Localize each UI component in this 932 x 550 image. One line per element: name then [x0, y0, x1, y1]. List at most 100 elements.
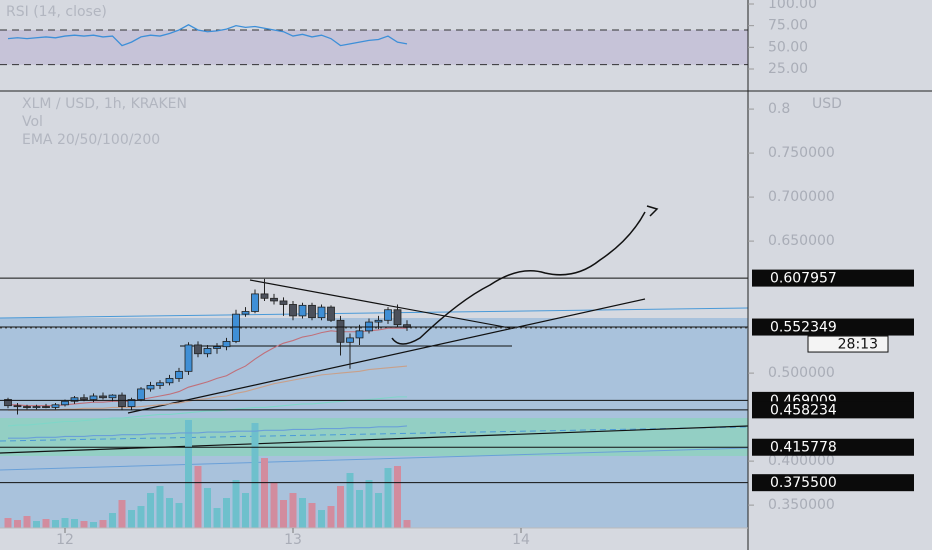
volume-bar — [403, 520, 411, 528]
rsi-tick-label: 50.00 — [768, 39, 808, 55]
y-tick-label: 0.400000 — [768, 453, 835, 469]
trend-line — [127, 298, 646, 414]
volume-bar — [175, 503, 183, 528]
candle-body — [213, 346, 221, 349]
volume-bar — [337, 486, 344, 528]
volume-bar — [33, 521, 40, 528]
rsi-title: RSI (14, close) — [6, 4, 107, 20]
candle-body — [23, 406, 31, 408]
volume-bar — [128, 510, 135, 528]
candle-body — [184, 344, 193, 372]
candle-body — [289, 304, 297, 317]
volume-bar — [223, 498, 230, 528]
volume-bar — [251, 423, 259, 528]
ema-line — [7, 396, 407, 427]
currency: USD — [812, 96, 842, 112]
countdown: 28:13 — [838, 337, 878, 353]
volume-bar — [261, 458, 268, 528]
volume-bar — [166, 498, 173, 528]
volume-bar — [156, 486, 164, 528]
candle-body — [222, 341, 231, 348]
candle-body — [13, 405, 22, 408]
time-axis — [0, 528, 748, 550]
volume-bar — [194, 466, 202, 528]
marks — [0, 24, 748, 528]
volume-bar — [346, 473, 354, 528]
candle-body — [51, 404, 60, 408]
volume-bar — [289, 493, 297, 528]
candle-body — [4, 399, 12, 407]
volume-bar — [356, 490, 363, 528]
volume-bar — [365, 480, 373, 528]
green-zone — [0, 418, 748, 456]
volume-bar — [299, 498, 306, 528]
countdown-box — [807, 335, 889, 353]
candle-body — [32, 406, 41, 408]
candle-body — [336, 319, 345, 343]
rsi-tick-label: 100.00 — [768, 0, 817, 12]
trend-line — [0, 425, 749, 454]
y-tick-label: 0.650000 — [768, 233, 835, 249]
y-tick-label: 0.750000 — [768, 145, 835, 161]
dashed-line — [0, 426, 749, 442]
volume-bar — [118, 500, 126, 528]
candle-body — [393, 309, 402, 326]
volume-bar — [109, 513, 116, 528]
volume-bar — [4, 518, 12, 528]
y-tick-label: 0.700000 — [768, 189, 835, 205]
trend-line — [0, 447, 749, 471]
ema-label: EMA 20/50/100/200 — [22, 132, 160, 148]
projection-path — [391, 211, 646, 345]
volume-bar — [327, 506, 335, 528]
volume-bar — [90, 522, 97, 528]
candle-body — [42, 406, 50, 408]
candle-body — [80, 397, 88, 400]
y-tick-label: 0.500000 — [768, 365, 835, 381]
volume-bar — [270, 483, 278, 528]
candle-body — [308, 304, 316, 319]
x-tick-label: 14 — [512, 532, 530, 548]
candle-body — [374, 319, 383, 323]
rsi-tick-label: 75.00 — [768, 18, 808, 34]
volume-bar — [80, 521, 88, 528]
candle-body — [165, 377, 174, 384]
candle-body — [127, 399, 136, 407]
y-tick-label: 0.8 — [768, 101, 790, 117]
candle-body — [137, 388, 145, 400]
level-label-box — [752, 401, 914, 419]
candle-body — [355, 330, 364, 339]
overlay: 100.00 75.00 50.00 25.00 0.8 0.750000 0.700000… — [56, 0, 914, 548]
level-label: 0.375500 — [770, 475, 837, 491]
candle-body — [99, 395, 107, 399]
level-label: 0.458234 — [770, 402, 837, 418]
candle-body — [203, 348, 212, 355]
candle-body — [384, 309, 392, 321]
candle-body — [89, 395, 98, 400]
volume-bar — [147, 493, 154, 528]
candle-body — [270, 297, 278, 302]
candle-body — [346, 337, 354, 343]
ema-line — [8, 425, 408, 439]
candle-body — [260, 293, 269, 299]
x-tick-label: 13 — [284, 532, 302, 548]
volume-bar — [394, 466, 401, 528]
candle-body — [194, 344, 202, 355]
level-label-box — [752, 269, 914, 287]
volume-bar — [204, 488, 211, 528]
volume-bar — [280, 500, 287, 528]
chart-title: XLM / USD, 1h, KRAKEN — [22, 96, 187, 112]
volume-bar — [71, 519, 78, 528]
ema-line — [8, 365, 408, 411]
volume-bar — [42, 519, 50, 528]
candle-body — [365, 321, 373, 332]
candle-body — [327, 306, 335, 321]
volume-bar — [318, 510, 325, 528]
level-label-box — [752, 318, 914, 336]
candle-body — [108, 394, 117, 399]
volume-bar — [52, 520, 59, 528]
candle-body — [146, 385, 155, 390]
y-tick-label: 0.350000 — [768, 497, 835, 513]
rsi-line — [7, 24, 408, 47]
